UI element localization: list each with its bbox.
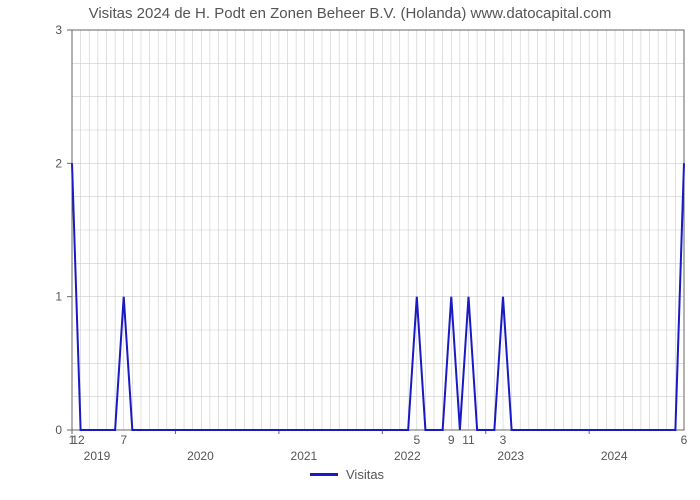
x-tick-label: 9 [448,433,455,447]
x-tick-label: 6 [681,433,688,447]
x-tick-label: 11 [462,433,475,447]
x-tick-label: 3 [500,433,507,447]
x-year-label: 2019 [84,449,111,463]
y-tick-label: 3 [55,23,62,37]
legend-label: Visitas [346,467,385,482]
chart-container: Visitas 2024 de H. Podt en Zonen Beheer … [0,0,700,500]
y-tick-label: 1 [55,290,62,304]
legend-swatch [310,473,338,476]
x-tick-label: 12 [71,433,85,447]
x-year-label: 2024 [601,449,628,463]
y-tick-label: 0 [55,423,62,437]
x-year-label: 2022 [394,449,421,463]
x-tick-label: 7 [120,433,127,447]
x-tick-label: 5 [413,433,420,447]
x-year-label: 2021 [291,449,318,463]
chart-title: Visitas 2024 de H. Podt en Zonen Beheer … [89,5,612,22]
x-year-label: 2020 [187,449,214,463]
y-tick-label: 2 [55,156,62,170]
x-year-label: 2023 [497,449,524,463]
visits-line-chart: Visitas 2024 de H. Podt en Zonen Beheer … [0,0,700,500]
